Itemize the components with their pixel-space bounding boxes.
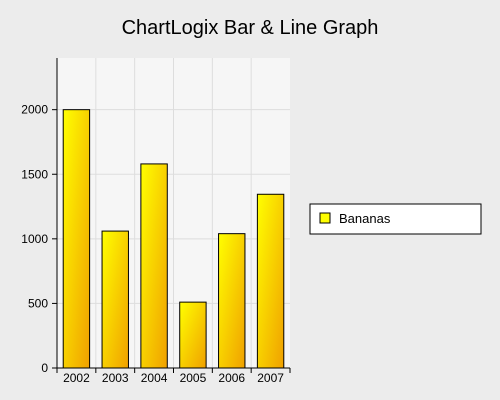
legend-swatch	[319, 212, 331, 224]
legend: Bananas	[309, 203, 482, 235]
x-tick-label: 2002	[63, 371, 90, 385]
x-tick-label: 2003	[102, 371, 129, 385]
x-tick-label: 2005	[180, 371, 207, 385]
bar	[256, 193, 285, 369]
bar	[140, 163, 168, 369]
x-tick-label: 2006	[218, 371, 245, 385]
y-tick-label: 1000	[21, 232, 48, 246]
y-tick-label: 2000	[21, 103, 48, 117]
bar	[62, 109, 91, 369]
chart-title: ChartLogix Bar & Line Graph	[122, 17, 379, 39]
y-tick-label: 1500	[21, 167, 48, 181]
x-tick-label: 2004	[141, 371, 168, 385]
legend-box	[309, 203, 482, 235]
y-tick-label: 500	[28, 296, 48, 310]
legend-label: Bananas	[339, 211, 391, 226]
x-tick-label: 2007	[257, 371, 284, 385]
bar	[179, 301, 207, 369]
y-tick-label: 0	[41, 361, 48, 375]
plot-area: 0 500 1000 1500 2000 2002 2003 2004 2005 2006 2007	[21, 58, 291, 385]
bar	[218, 233, 246, 369]
bar	[101, 230, 129, 369]
